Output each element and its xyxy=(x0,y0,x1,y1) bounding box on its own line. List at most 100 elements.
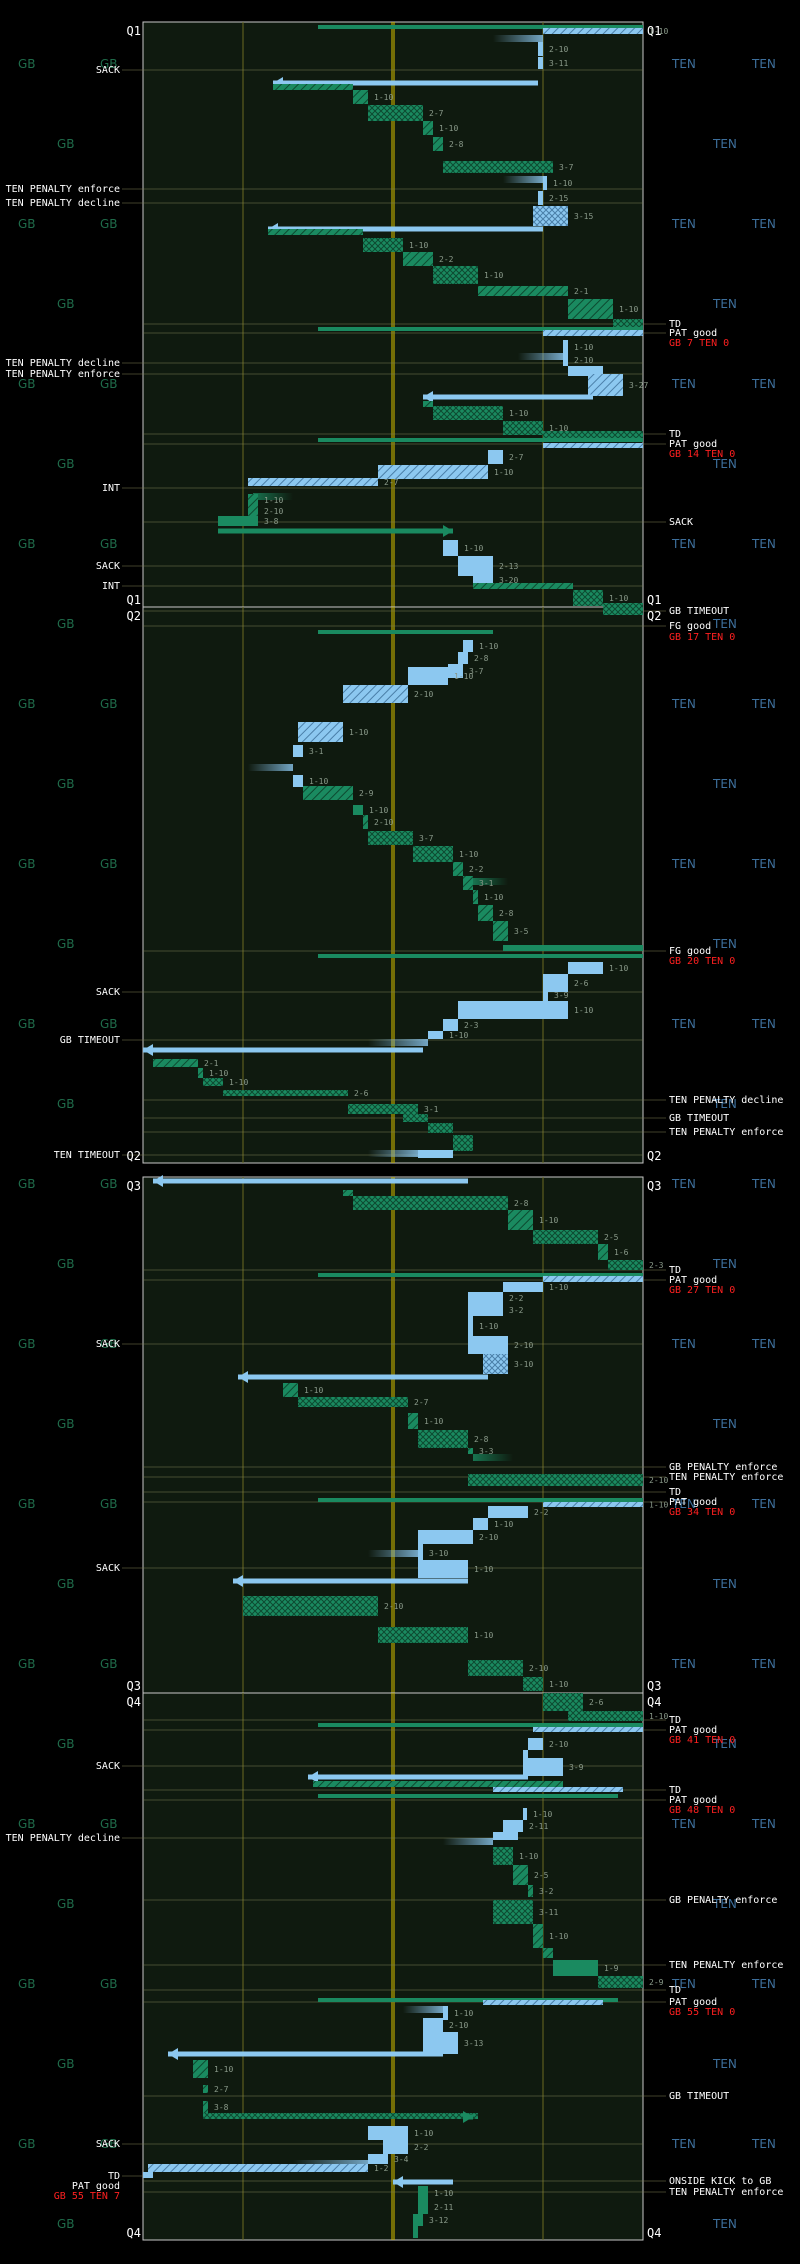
event-label: TEN PENALTY enforce xyxy=(6,369,120,380)
play-mark xyxy=(428,1031,443,1039)
play-mark xyxy=(433,137,443,151)
play-mark xyxy=(468,1316,473,1336)
kick-arrowhead xyxy=(233,1575,243,1587)
watermark-gb: GB xyxy=(100,1817,118,1831)
watermark-ten: TEN xyxy=(671,377,696,391)
play-mark xyxy=(543,443,643,448)
down-label: 2-7 xyxy=(429,109,444,118)
drive-bar xyxy=(318,1273,643,1277)
watermark-gb: GB xyxy=(57,457,75,471)
event-label: TEN PENALTY decline xyxy=(6,1833,120,1844)
watermark-ten: TEN xyxy=(712,2057,737,2071)
event-label: GB PENALTY enforce xyxy=(669,1462,777,1473)
quarter-label: Q3 xyxy=(127,1179,141,1193)
play-mark xyxy=(443,540,458,556)
play-mark xyxy=(343,1190,353,1196)
drive-bar xyxy=(318,1794,618,1798)
watermark-ten: TEN xyxy=(671,1657,696,1671)
play-mark xyxy=(528,1738,543,1750)
watermark-ten: TEN xyxy=(712,2217,737,2231)
watermark-ten: TEN xyxy=(671,57,696,71)
watermark-gb: GB xyxy=(18,57,36,71)
down-label: 3-3 xyxy=(479,1447,494,1456)
watermark-gb: GB xyxy=(18,1657,36,1671)
down-label: 2-2 xyxy=(534,1508,549,1517)
watermark-ten: TEN xyxy=(671,217,696,231)
down-label: 1-10 xyxy=(649,27,668,36)
play-mark xyxy=(613,319,643,329)
down-label: 2-8 xyxy=(474,1435,489,1444)
down-label: 2-9 xyxy=(359,789,374,798)
event-label: SACK xyxy=(96,1761,120,1772)
play-mark xyxy=(448,664,463,678)
play-mark xyxy=(473,890,478,904)
drive-marks-layer xyxy=(143,25,643,2238)
play-mark xyxy=(423,2032,458,2054)
play-mark xyxy=(153,1059,198,1067)
watermark-gb: GB xyxy=(100,1337,118,1351)
watermark-gb: GB xyxy=(18,857,36,871)
watermark-ten: TEN xyxy=(751,1017,776,1031)
event-label: TD xyxy=(669,1487,681,1498)
down-label: 3-1 xyxy=(424,1105,439,1114)
watermark-gb: GB xyxy=(100,1017,118,1031)
down-label: 1-10 xyxy=(539,1216,558,1225)
play-mark xyxy=(248,494,258,506)
watermark-gb: GB xyxy=(100,1177,118,1191)
fade-mark xyxy=(473,878,508,885)
down-label: 2-10 xyxy=(479,1533,498,1542)
play-mark xyxy=(363,815,368,829)
down-label: 1-10 xyxy=(449,1031,468,1040)
watermark-gb: GB xyxy=(18,697,36,711)
play-mark xyxy=(533,1727,643,1732)
kick-arrowhead xyxy=(308,1771,318,1783)
down-label: 1-10 xyxy=(479,642,498,651)
watermark-gb: GB xyxy=(18,1977,36,1991)
watermark-gb: GB xyxy=(57,2057,75,2071)
watermark-ten: TEN xyxy=(671,1017,696,1031)
down-label: 2-1 xyxy=(574,287,589,296)
watermark-gb: GB xyxy=(18,1017,36,1031)
watermark-gb: GB xyxy=(18,2137,36,2151)
down-label: 3-9 xyxy=(554,991,569,1000)
kick-arrowhead xyxy=(153,1175,163,1187)
quarter-label: Q1 xyxy=(647,593,661,607)
down-label: 2-7 xyxy=(214,2085,229,2094)
play-mark xyxy=(268,229,363,235)
play-mark xyxy=(468,1660,523,1676)
down-label: 3-10 xyxy=(429,1549,448,1558)
play-mark xyxy=(493,921,508,941)
watermark-gb: GB xyxy=(18,217,36,231)
event-label: SACK xyxy=(96,987,120,998)
play-mark xyxy=(293,745,303,757)
fade-mark xyxy=(293,2160,368,2167)
down-label: 2-8 xyxy=(499,909,514,918)
event-label: PAT good xyxy=(72,2181,120,2192)
down-label: 2-9 xyxy=(649,1978,664,1987)
fade-mark xyxy=(473,1454,513,1461)
watermark-gb: GB xyxy=(18,537,36,551)
event-label: PAT good xyxy=(669,1275,717,1286)
play-mark xyxy=(423,2018,443,2032)
down-label: 1-10 xyxy=(439,124,458,133)
down-label: 3-15 xyxy=(574,212,593,221)
event-label: PAT good xyxy=(669,1725,717,1736)
watermark-ten: TEN xyxy=(751,1977,776,1991)
down-label: 1-10 xyxy=(649,1501,668,1510)
down-label: 3-10 xyxy=(514,1360,533,1369)
play-mark xyxy=(353,805,363,815)
watermark-gb: GB xyxy=(100,697,118,711)
down-label: 3-7 xyxy=(559,163,574,172)
watermark-ten: TEN xyxy=(712,1577,737,1591)
watermark-ten: TEN xyxy=(712,777,737,791)
down-label: 1-10 xyxy=(424,1417,443,1426)
play-mark xyxy=(468,1474,643,1486)
play-mark xyxy=(443,161,553,173)
watermark-ten: TEN xyxy=(671,1497,696,1511)
play-mark xyxy=(413,2226,418,2238)
kick-arrowhead xyxy=(238,1371,248,1383)
event-label: PAT good xyxy=(669,439,717,450)
down-label: 1-10 xyxy=(549,1932,568,1941)
play-mark xyxy=(143,2172,153,2178)
play-mark xyxy=(443,1019,458,1031)
